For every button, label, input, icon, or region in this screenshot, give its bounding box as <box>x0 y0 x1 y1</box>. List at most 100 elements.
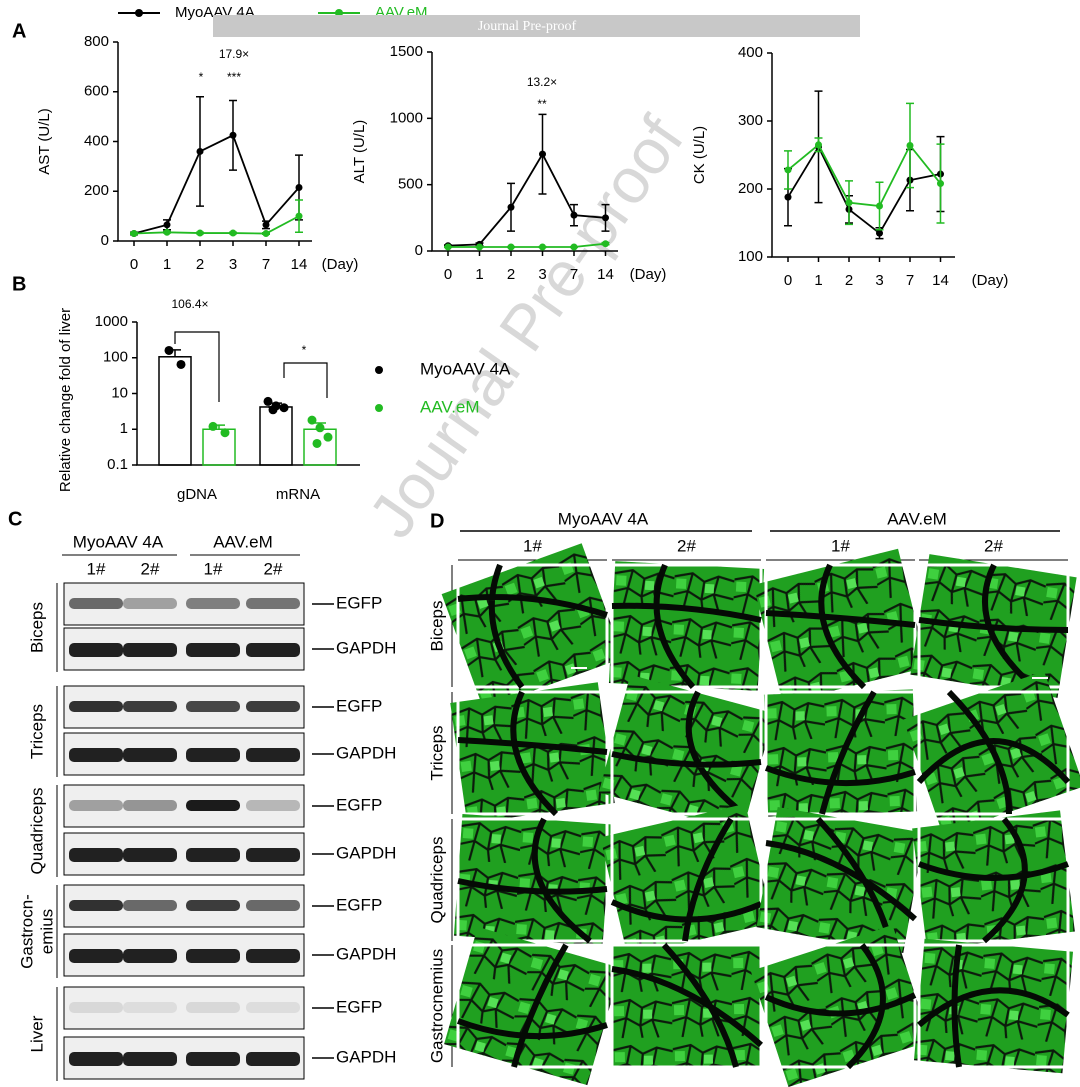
panel-label: D <box>430 510 444 532</box>
septum <box>765 563 916 690</box>
y-axis-label: CK (U/L) <box>691 126 708 184</box>
blot-box <box>63 784 305 828</box>
data-point <box>295 184 303 192</box>
group-label: MyoAAV 4A <box>558 509 649 528</box>
band <box>186 800 240 811</box>
y-tick-label: 400 <box>738 44 763 61</box>
dot <box>176 359 186 369</box>
series-line <box>787 144 941 235</box>
micrograph-frame <box>456 943 609 1069</box>
micrograph-frame <box>610 690 763 816</box>
group-label: AAV.eM <box>213 532 273 551</box>
data-point <box>130 230 138 238</box>
band <box>123 900 177 911</box>
x-tick-label: 14 <box>597 266 614 283</box>
micrograph-frame <box>456 563 609 689</box>
dot <box>208 421 218 431</box>
y-tick-label: 10 <box>111 384 128 401</box>
data-point <box>444 243 452 251</box>
septum <box>916 689 1071 815</box>
data-point <box>784 193 792 201</box>
annotation: * <box>302 343 307 357</box>
x-tick-label: 1 <box>475 266 483 283</box>
y-axis-label: AST (U/L) <box>36 108 53 174</box>
data-point <box>295 212 303 220</box>
micrograph <box>600 803 773 957</box>
septum <box>610 817 763 942</box>
axis <box>117 42 312 242</box>
band <box>123 1052 177 1066</box>
x-tick-label: 0 <box>784 272 792 289</box>
band <box>246 748 300 762</box>
septum <box>457 563 608 689</box>
micrograph-image <box>610 943 763 1069</box>
data-point <box>196 229 204 237</box>
data-point <box>876 229 883 237</box>
y-tick-label: 1500 <box>390 43 423 60</box>
band <box>69 748 123 762</box>
band <box>246 949 300 963</box>
band <box>246 848 300 862</box>
bracket <box>283 362 328 398</box>
band <box>123 701 177 712</box>
tissue-label: Quadriceps <box>27 788 46 875</box>
data-point <box>815 141 822 149</box>
column-label: 1# <box>523 536 542 555</box>
y-tick-label: 500 <box>398 176 423 193</box>
x-tick-label: 1 <box>814 272 822 289</box>
row-label: Biceps <box>427 600 446 651</box>
lane-label: 1# <box>87 559 106 578</box>
y-tick-label: 0.1 <box>107 456 128 473</box>
y-tick-label: 1000 <box>95 313 128 330</box>
band <box>186 949 240 963</box>
y-tick-label: 200 <box>84 182 109 199</box>
micrograph-image <box>598 674 775 832</box>
annotation: 13.2× <box>527 75 557 89</box>
y-tick-label: 200 <box>738 180 763 197</box>
micrograph <box>756 806 925 954</box>
bracket <box>174 331 220 402</box>
dot <box>268 405 278 415</box>
series-line <box>133 215 300 235</box>
band <box>123 848 177 862</box>
micrograph <box>610 942 763 1069</box>
micrograph-frame <box>610 563 763 689</box>
band <box>246 598 300 609</box>
x-tick-label: 7 <box>906 272 914 289</box>
micrograph-image <box>450 682 615 824</box>
micrograph-frame <box>764 817 917 943</box>
dot <box>315 423 325 433</box>
x-tick-label: 3 <box>538 266 546 283</box>
row-label: Quadriceps <box>427 837 446 924</box>
band-label: GAPDH <box>336 843 396 862</box>
lane-label: 2# <box>141 559 160 578</box>
data-point <box>262 221 270 229</box>
septum <box>611 942 763 1068</box>
tissue-label: Liver <box>27 1015 46 1052</box>
y-tick-label: 800 <box>84 33 109 50</box>
data-point <box>476 243 483 251</box>
group-label: MyoAAV 4A <box>73 532 164 551</box>
band-label: EGFP <box>336 997 382 1016</box>
micrograph <box>444 926 621 1086</box>
tissue-label: Triceps <box>27 704 46 759</box>
panel-label: C <box>8 508 22 530</box>
band <box>69 1002 123 1013</box>
data-point <box>196 147 204 155</box>
x-tick-label: 14 <box>291 256 308 273</box>
band <box>69 800 123 811</box>
dot <box>279 403 289 413</box>
micrograph-frame <box>456 817 609 943</box>
band <box>123 748 177 762</box>
micrograph-frame <box>764 563 917 689</box>
septum <box>611 563 762 689</box>
band <box>123 643 177 657</box>
band <box>246 643 300 657</box>
y-tick-label: 1 <box>120 420 128 437</box>
band <box>69 701 123 712</box>
micrograph-image <box>453 813 612 947</box>
micrograph <box>453 813 612 947</box>
micrograph-image <box>756 806 925 954</box>
y-tick-label: 0 <box>415 242 423 259</box>
y-tick-label: 300 <box>738 112 763 129</box>
